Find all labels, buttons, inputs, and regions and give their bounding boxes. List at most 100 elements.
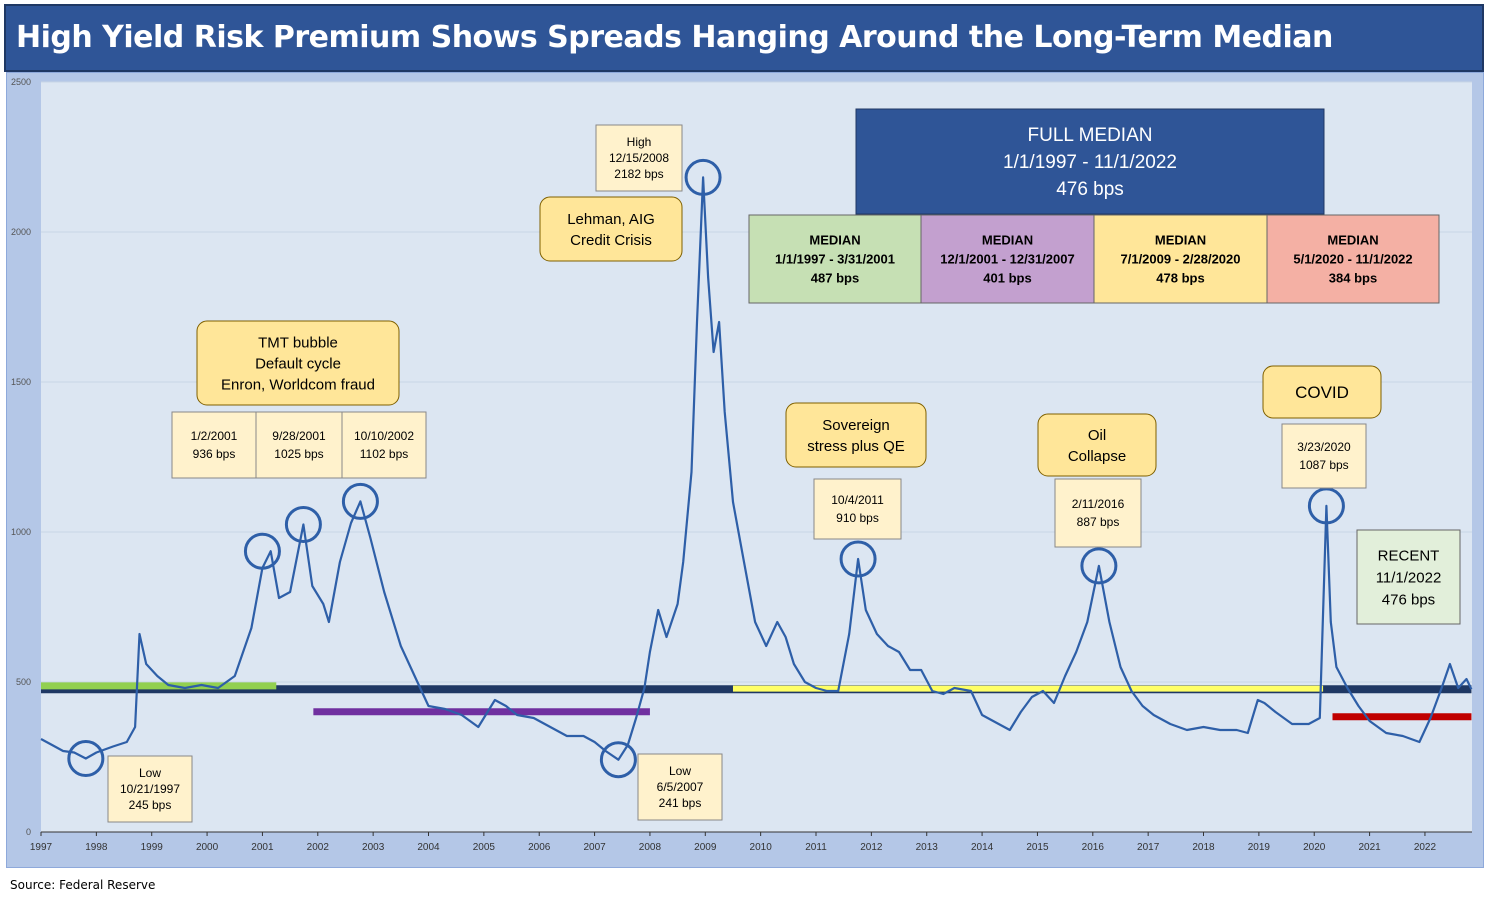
full-median-box-text: FULL MEDIAN xyxy=(1028,125,1153,146)
x-tick-label: 2000 xyxy=(196,842,219,853)
sovereign-callout xyxy=(785,402,927,468)
x-tick-label: 2001 xyxy=(251,842,274,853)
low-2007-label xyxy=(637,753,723,821)
peak-2020-label-text: 1087 bps xyxy=(1299,458,1348,472)
lehman-callout xyxy=(539,196,683,262)
sovereign-callout-text: Sovereign xyxy=(822,417,890,434)
x-tick-label: 2007 xyxy=(583,842,606,853)
highlight-circle xyxy=(243,532,281,570)
covid-callout xyxy=(1262,365,1382,419)
lehman-callout-text: Credit Crisis xyxy=(570,232,652,249)
title-bar: High Yield Risk Premium Shows Spreads Ha… xyxy=(4,4,1484,72)
low-1997-label-text: Low xyxy=(139,766,161,780)
highlight-circle xyxy=(1080,547,1118,585)
chart-frame: 0 500 1000 1500 2000 2500 1997 1998 1999 2000 2001… xyxy=(6,72,1484,868)
highlight-circle xyxy=(599,741,637,779)
x-tick-label: 2016 xyxy=(1082,842,1105,853)
median-box-2-text: MEDIAN xyxy=(982,233,1033,248)
y-tick-label: 2000 xyxy=(11,227,31,237)
peak-2011-label xyxy=(813,478,902,540)
tmt-callout-text: Enron, Worldcom fraud xyxy=(221,376,375,393)
y-tick-label: 500 xyxy=(16,677,31,687)
median-box-2-text: 401 bps xyxy=(983,271,1031,286)
tmt-callout xyxy=(196,320,400,406)
tmt-callout-text: TMT bubble xyxy=(258,334,338,351)
y-tick-label: 2500 xyxy=(11,77,31,87)
median-box-4 xyxy=(1266,214,1440,304)
x-tick-label: 2017 xyxy=(1137,842,1160,853)
tmt-callout-text: Default cycle xyxy=(255,355,341,372)
x-tick-label: 2013 xyxy=(916,842,939,853)
y-tick-label: 1000 xyxy=(11,527,31,537)
x-tick-label: 2010 xyxy=(750,842,773,853)
highlight-circle xyxy=(284,506,322,543)
median-box-3-text: 478 bps xyxy=(1156,271,1204,286)
peak-2016-label-text: 887 bps xyxy=(1077,515,1120,529)
chart-svg: 0 500 1000 1500 2000 2500 1997 1998 1999 2000 2001… xyxy=(11,77,1473,853)
x-tick-label: 2021 xyxy=(1358,842,1381,853)
peak-2001a-label xyxy=(171,411,257,479)
low-2007-label-text: 6/5/2007 xyxy=(657,780,704,794)
x-tick-label: 2003 xyxy=(362,842,385,853)
peak-2011-label-text: 910 bps xyxy=(836,511,879,525)
peak-2016-label-text: 2/11/2016 xyxy=(1072,497,1125,511)
median-box-3-text: MEDIAN xyxy=(1155,233,1206,248)
y-tick-label: 1500 xyxy=(11,377,31,387)
median-box-4-text: 384 bps xyxy=(1329,271,1377,286)
x-tick-label: 2002 xyxy=(307,842,330,853)
peak-2011-label-text: 10/4/2011 xyxy=(831,493,884,507)
low-2007-label-text: Low xyxy=(669,764,691,778)
median-box-4-text: 5/1/2020 - 11/1/2022 xyxy=(1293,252,1412,267)
median-box-1 xyxy=(748,214,922,304)
covid-callout-text: COVID xyxy=(1295,383,1349,402)
x-tick-label: 2011 xyxy=(805,842,827,853)
high-2008-label-text: 12/15/2008 xyxy=(609,151,669,165)
peak-2002-label-text: 1102 bps xyxy=(360,447,409,461)
x-tick-label: 2009 xyxy=(694,842,717,853)
x-tick-label: 2020 xyxy=(1303,842,1326,853)
x-tick-label: 2022 xyxy=(1414,842,1437,853)
low-2007-label-text: 241 bps xyxy=(659,796,702,810)
high-2008-label-text: High xyxy=(627,135,652,149)
x-tick-label: 2006 xyxy=(528,842,551,853)
high-2008-label-text: 2182 bps xyxy=(614,167,663,181)
chart-title: High Yield Risk Premium Shows Spreads Ha… xyxy=(16,20,1333,55)
x-tick-label: 2008 xyxy=(639,842,662,853)
spread-series-line xyxy=(40,176,1473,761)
sovereign-callout-text: stress plus QE xyxy=(807,438,905,455)
median-box-4-text: MEDIAN xyxy=(1327,233,1378,248)
high-2008-label xyxy=(595,124,683,192)
source-note: Source: Federal Reserve xyxy=(10,878,156,892)
oil-callout-text: Oil xyxy=(1088,427,1106,444)
peak-2020-label xyxy=(1281,423,1367,489)
recent-box-text: RECENT xyxy=(1378,547,1440,564)
x-tick-label: 1998 xyxy=(85,842,108,853)
highlight-circle xyxy=(839,540,877,578)
low-1997-label-text: 245 bps xyxy=(129,798,172,812)
median-box-3-text: 7/1/2009 - 2/28/2020 xyxy=(1121,252,1241,267)
full-median-box xyxy=(855,108,1325,215)
recent-box-text: 476 bps xyxy=(1382,591,1435,608)
peak-2002-label-text: 10/10/2002 xyxy=(354,429,414,443)
median-box-1-text: 487 bps xyxy=(811,271,859,286)
x-tick-label: 2014 xyxy=(971,842,994,853)
x-tick-label: 2012 xyxy=(860,842,883,853)
x-tick-label: 1997 xyxy=(30,842,53,853)
peak-2002-label xyxy=(341,411,427,479)
x-tick-label: 2015 xyxy=(1026,842,1049,853)
highlight-circle xyxy=(67,740,105,777)
recent-box xyxy=(1356,529,1461,625)
peak-2001b-label-text: 9/28/2001 xyxy=(272,429,326,443)
y-tick-label: 0 xyxy=(26,827,31,837)
oil-callout-text: Collapse xyxy=(1068,448,1126,465)
oil-callout xyxy=(1037,413,1157,477)
median-box-2-text: 12/1/2001 - 12/31/2007 xyxy=(940,252,1074,267)
peak-2020-label-text: 3/23/2020 xyxy=(1297,440,1351,454)
x-tick-label: 1999 xyxy=(141,842,164,853)
peak-2001a-label-text: 936 bps xyxy=(193,447,236,461)
median-box-1-text: 1/1/1997 - 3/31/2001 xyxy=(775,252,895,267)
peak-2001b-label xyxy=(255,411,343,479)
x-tick-label: 2019 xyxy=(1248,842,1271,853)
peak-2001b-label-text: 1025 bps xyxy=(274,447,323,461)
highlight-circle xyxy=(1307,487,1345,525)
